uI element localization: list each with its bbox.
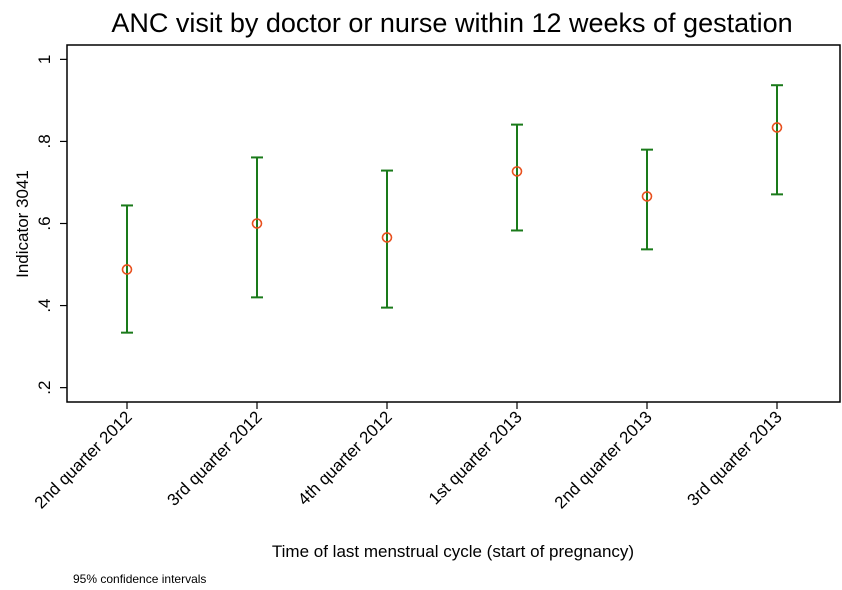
note: 95% confidence intervals — [73, 572, 206, 586]
error-bar — [381, 169, 393, 309]
x-axis-label: Time of last menstrual cycle (start of p… — [272, 542, 634, 561]
y-tick-label: .6 — [35, 216, 54, 230]
chart-title: ANC visit by doctor or nurse within 12 w… — [111, 8, 792, 38]
x-tick-label: 4th quarter 2012 — [294, 407, 396, 509]
y-tick-label: .2 — [35, 381, 54, 395]
y-axis-label: Indicator 3041 — [13, 170, 32, 278]
point — [121, 264, 133, 275]
x-tick-label: 2nd quarter 2013 — [551, 407, 656, 512]
y-tick-label: 1 — [35, 55, 54, 64]
x-tick-label: 3rd quarter 2012 — [164, 407, 266, 509]
plot-frame — [66, 44, 841, 403]
error-bar — [511, 123, 523, 232]
y-tick-label: .8 — [35, 134, 54, 148]
x-tick-label: 1st quarter 2013 — [425, 407, 526, 508]
x-tick-label: 3rd quarter 2013 — [684, 407, 786, 509]
x-tick-label: 2nd quarter 2012 — [31, 407, 136, 512]
point — [511, 166, 523, 177]
y-tick-label: .4 — [35, 298, 54, 312]
error-bar — [641, 148, 653, 251]
point — [251, 218, 263, 229]
point — [641, 191, 653, 202]
error-bar — [121, 204, 133, 334]
point — [771, 122, 783, 133]
point — [381, 232, 393, 243]
error-bar — [771, 84, 783, 196]
